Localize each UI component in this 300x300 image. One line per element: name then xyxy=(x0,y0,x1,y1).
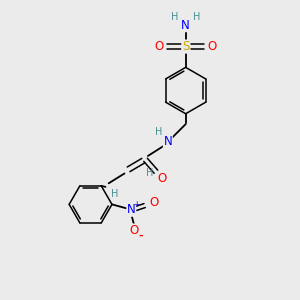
Text: S: S xyxy=(182,40,189,53)
Text: H: H xyxy=(111,189,118,199)
Text: H: H xyxy=(154,128,162,137)
Text: O: O xyxy=(154,40,164,53)
Text: H: H xyxy=(171,12,178,22)
Text: H: H xyxy=(146,168,153,178)
Text: O: O xyxy=(208,40,217,53)
Text: H: H xyxy=(193,12,201,22)
Text: O: O xyxy=(149,196,158,209)
Text: O: O xyxy=(157,172,167,185)
Text: N: N xyxy=(164,136,172,148)
Text: O: O xyxy=(130,224,139,237)
Text: N: N xyxy=(127,203,136,216)
Text: -: - xyxy=(138,231,142,241)
Text: +: + xyxy=(134,200,140,209)
Text: N: N xyxy=(181,19,190,32)
